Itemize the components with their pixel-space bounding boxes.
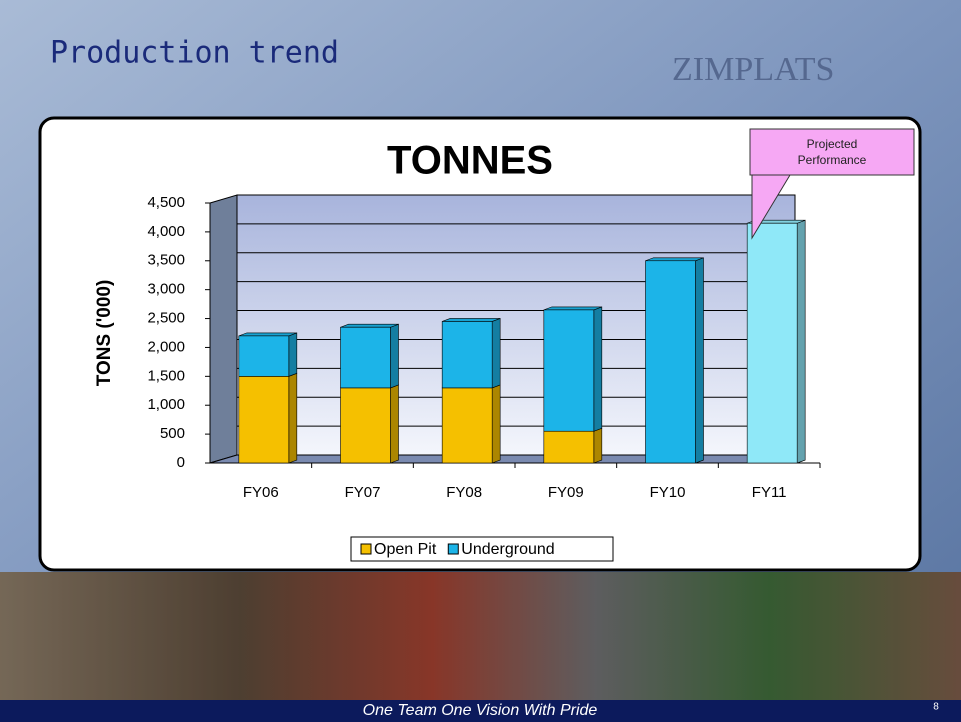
bar-side — [288, 372, 298, 464]
x-tick-label: FY07 — [345, 484, 381, 501]
bar — [543, 430, 595, 464]
bar-side — [593, 427, 603, 464]
floor — [209, 454, 796, 464]
legend-swatch — [360, 543, 372, 555]
bar-top — [442, 318, 501, 322]
callout-text: Projected Performance — [798, 137, 867, 167]
y-tick-label: 500 — [160, 425, 185, 442]
bar — [340, 326, 391, 389]
bar-side — [796, 219, 806, 464]
bar-top — [543, 306, 602, 311]
y-tick-label: 1,500 — [147, 367, 185, 384]
y-tick-label: 2,500 — [147, 310, 185, 327]
callout — [749, 128, 915, 176]
bar-side — [390, 323, 399, 389]
bar — [441, 321, 493, 389]
bar-side — [695, 257, 704, 464]
footer-bar — [0, 700, 961, 722]
y-axis-title: TONS ('000) — [94, 280, 115, 387]
logo: ZIMPLATS — [672, 51, 834, 88]
slide-title: Production trend — [50, 36, 339, 71]
bar — [746, 222, 798, 464]
photo-strip — [0, 572, 961, 700]
bar-side — [491, 384, 501, 464]
legend-label: Underground — [461, 541, 554, 558]
y-tick-label: 2,000 — [147, 338, 185, 355]
bar-top — [340, 323, 399, 328]
bar-side — [491, 318, 501, 389]
x-tick-label: FY11 — [752, 484, 787, 501]
photo-shade — [0, 572, 961, 700]
y-tick-label: 4,500 — [147, 194, 185, 211]
bar-side — [593, 306, 603, 432]
y-tick-label: 4,000 — [147, 223, 185, 240]
bar-top — [645, 257, 704, 262]
x-tick-label: FY09 — [548, 484, 584, 501]
bar — [340, 387, 391, 464]
x-tick-label: FY06 — [243, 484, 279, 501]
footer-text: One Team One Vision With Pride — [363, 702, 598, 719]
x-tick-label: FY08 — [446, 484, 482, 501]
y-tick-label: 3,500 — [147, 252, 185, 269]
x-tick-label: FY10 — [650, 484, 686, 501]
bar-top — [238, 332, 297, 337]
bar — [238, 376, 290, 464]
y-tick-label: 3,000 — [147, 281, 185, 298]
back-wall — [236, 194, 796, 456]
bar — [645, 260, 696, 464]
plot: 0 500 1,000 1,500 2,000 2,500 3,000 3,500 4,000 4… — [147, 194, 821, 562]
y-tick-label: 1,000 — [147, 396, 185, 413]
legend-swatch — [447, 543, 459, 555]
legend-label: Open Pit — [374, 541, 437, 558]
chart-title: TONNES — [387, 139, 553, 183]
page-number: 8 — [933, 702, 939, 713]
bar — [543, 309, 595, 432]
bar — [238, 335, 290, 377]
bar-side — [288, 332, 298, 377]
y-tick-label: 0 — [177, 454, 185, 471]
bar — [441, 387, 493, 464]
side-wall — [209, 194, 238, 464]
bar-side — [390, 384, 399, 464]
legend-box — [350, 536, 614, 562]
